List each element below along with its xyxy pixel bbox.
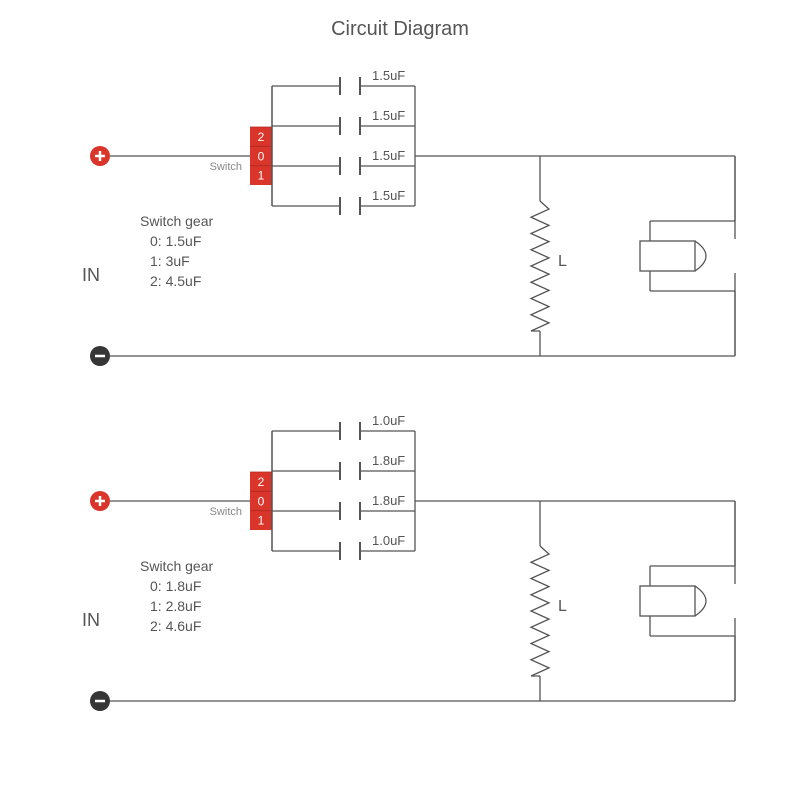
cap-label-3: 1.5uF — [372, 188, 405, 203]
gear-title: Switch gear — [140, 213, 213, 229]
gear-line-2: 2: 4.5uF — [150, 273, 201, 289]
circuit-1: IN 2 0 1 Switch 1.5uF 1.5uF 1.5uF 1.5uF L Switch g… — [0, 41, 800, 386]
gear-line-0: 0: 1.8uF — [150, 578, 201, 594]
gear-line-1: 1: 2.8uF — [150, 598, 201, 614]
gear-title: Switch gear — [140, 558, 213, 574]
cap-label-2: 1.5uF — [372, 148, 405, 163]
cap-label-3: 1.0uF — [372, 533, 405, 548]
switch-pos-0: 2 — [258, 475, 265, 489]
switch-pos-1: 0 — [258, 494, 265, 508]
cap-label-1: 1.8uF — [372, 453, 405, 468]
cap-label-0: 1.5uF — [372, 68, 405, 83]
diagram-title: Circuit Diagram — [0, 0, 800, 41]
cap-label-1: 1.5uF — [372, 108, 405, 123]
switch-pos-1: 0 — [258, 149, 265, 163]
inductor — [531, 201, 549, 331]
gear-line-0: 0: 1.5uF — [150, 233, 201, 249]
switch-pos-0: 2 — [258, 130, 265, 144]
switch-label: Switch — [210, 161, 242, 173]
inductor-label: L — [558, 598, 567, 615]
in-label: IN — [82, 265, 100, 285]
inductor — [531, 546, 549, 676]
in-label: IN — [82, 610, 100, 630]
inductor-label: L — [558, 253, 567, 270]
circuit-2: IN 2 0 1 Switch 1.0uF 1.8uF 1.8uF 1.0uF L Switch g… — [0, 386, 800, 731]
switch-label: Switch — [210, 506, 242, 518]
switch-pos-2: 1 — [258, 169, 265, 183]
switch-pos-2: 1 — [258, 514, 265, 528]
gear-line-2: 2: 4.6uF — [150, 618, 201, 634]
cap-label-0: 1.0uF — [372, 413, 405, 428]
gear-line-1: 1: 3uF — [150, 253, 190, 269]
cap-label-2: 1.8uF — [372, 493, 405, 508]
